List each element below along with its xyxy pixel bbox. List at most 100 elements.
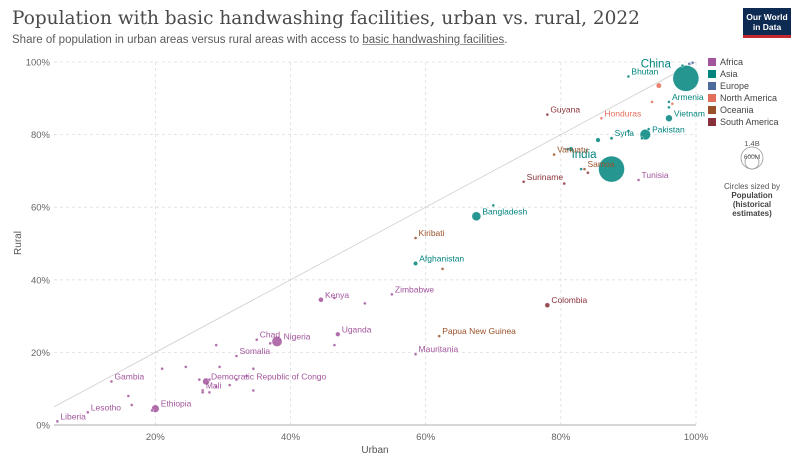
data-point[interactable]: [268, 341, 272, 346]
data-point[interactable]: [200, 390, 205, 395]
data-point[interactable]: [251, 367, 256, 371]
data-point[interactable]: [126, 394, 131, 398]
data-point-guyana[interactable]: [545, 112, 550, 117]
legend-label: South America: [720, 117, 779, 127]
data-point-syria[interactable]: [609, 136, 614, 141]
data-point[interactable]: [640, 136, 644, 140]
legend-swatch: [708, 82, 716, 90]
point-label-mauritania: Mauritania: [419, 344, 459, 354]
data-point[interactable]: [150, 408, 154, 413]
data-point-vanuatu[interactable]: [552, 152, 556, 157]
data-point-somalia[interactable]: [234, 354, 239, 358]
data-point-nigeria[interactable]: [271, 336, 283, 347]
data-point[interactable]: [690, 61, 695, 65]
owid-logo[interactable]: Our World in Data: [743, 8, 791, 38]
data-point[interactable]: [363, 301, 367, 306]
data-point[interactable]: [234, 377, 239, 382]
data-point-india[interactable]: [598, 155, 625, 183]
data-point-papua-new-guinea[interactable]: [437, 334, 441, 338]
data-point-colombia[interactable]: [544, 302, 551, 308]
y-tick-label: 60%: [31, 203, 51, 214]
data-point[interactable]: [207, 377, 212, 382]
data-point-liberia[interactable]: [55, 419, 60, 424]
data-point[interactable]: [214, 385, 218, 389]
data-point[interactable]: [207, 390, 212, 395]
data-point[interactable]: [130, 403, 134, 407]
data-point[interactable]: [586, 171, 590, 175]
data-point[interactable]: [595, 137, 601, 143]
legend-item-africa[interactable]: Africa: [708, 56, 779, 68]
data-point[interactable]: [650, 100, 654, 104]
data-point-chad[interactable]: [255, 337, 259, 342]
data-point[interactable]: [491, 203, 495, 208]
point-label-kenya: Kenya: [325, 290, 349, 300]
data-point-china[interactable]: [672, 65, 700, 92]
point-label-zimbabwe: Zimbabwe: [395, 284, 434, 294]
point-label-kiribati: Kiribati: [419, 228, 445, 238]
point-label-tunisia: Tunisia: [642, 170, 669, 180]
y-tick-label: 100%: [26, 58, 51, 69]
size-legend-large-label: 1.4B: [744, 139, 759, 148]
data-point-zimbabwe[interactable]: [390, 292, 394, 297]
data-point[interactable]: [197, 377, 201, 382]
data-point[interactable]: [565, 147, 570, 151]
data-point[interactable]: [579, 167, 583, 171]
point-label-suriname: Suriname: [527, 172, 564, 182]
data-point-vietnam[interactable]: [665, 114, 673, 122]
data-point[interactable]: [687, 62, 691, 66]
data-point-gambia[interactable]: [109, 379, 114, 384]
data-point-suriname[interactable]: [521, 180, 526, 184]
data-point-uganda[interactable]: [335, 331, 341, 337]
legend-swatch: [708, 58, 716, 66]
y-tick-label: 20%: [31, 348, 51, 359]
legend-item-asia[interactable]: Asia: [708, 68, 779, 80]
data-point[interactable]: [332, 343, 337, 347]
data-point[interactable]: [251, 388, 256, 393]
data-point[interactable]: [332, 296, 337, 300]
point-label-uganda: Uganda: [342, 324, 372, 334]
point-label-vanuatu: Vanuatu: [557, 145, 588, 155]
data-point[interactable]: [184, 365, 188, 369]
data-point-lesotho[interactable]: [86, 410, 90, 414]
data-point-afghanistan[interactable]: [413, 261, 418, 266]
y-axis: 0% 20% 40% 60% 80% 100%: [26, 58, 51, 432]
data-point[interactable]: [680, 63, 685, 68]
data-point[interactable]: [244, 374, 249, 378]
data-point[interactable]: [217, 365, 222, 369]
legend-item-oceania[interactable]: Oceania: [708, 104, 779, 116]
point-label-armenia: Armenia: [672, 92, 704, 102]
data-point[interactable]: [228, 383, 232, 387]
data-point-bhutan[interactable]: [626, 74, 631, 79]
legend-item-south-america[interactable]: South America: [708, 116, 779, 128]
data-point-tunisia[interactable]: [636, 178, 641, 182]
x-tick-label: 80%: [551, 432, 571, 443]
data-point[interactable]: [670, 102, 675, 106]
data-point-honduras[interactable]: [599, 116, 604, 120]
legend: Africa Asia Europe North America Oceania Sout…: [708, 56, 779, 128]
data-point[interactable]: [626, 129, 631, 133]
data-point-bangladesh[interactable]: [471, 211, 482, 221]
x-tick-label: 40%: [281, 432, 301, 443]
data-point[interactable]: [440, 267, 445, 271]
data-point[interactable]: [667, 105, 671, 110]
data-point-kiribati[interactable]: [413, 236, 418, 240]
legend-item-north-america[interactable]: North America: [708, 92, 779, 104]
data-point[interactable]: [655, 82, 662, 89]
data-point-samoa[interactable]: [582, 167, 587, 171]
point-label-ethiopia: Ethiopia: [161, 399, 192, 409]
data-point[interactable]: [160, 367, 164, 371]
point-label-liberia: Liberia: [60, 411, 86, 421]
legend-label: Europe: [720, 81, 750, 91]
subtitle-link[interactable]: basic handwashing facilities: [362, 34, 505, 46]
data-point[interactable]: [214, 343, 218, 347]
data-point-armenia[interactable]: [667, 100, 671, 104]
data-point-mauritania[interactable]: [413, 352, 418, 356]
size-legend: 1.4B 600M Circles sized by Population (h…: [716, 138, 788, 218]
data-point-kenya[interactable]: [318, 297, 324, 303]
data-labels: China India Bhutan Armenia Vietnam Pakistan Sy…: [60, 58, 705, 421]
data-point[interactable]: [646, 127, 651, 131]
data-points: [55, 61, 700, 424]
legend-item-europe[interactable]: Europe: [708, 80, 779, 92]
data-point[interactable]: [562, 181, 566, 186]
